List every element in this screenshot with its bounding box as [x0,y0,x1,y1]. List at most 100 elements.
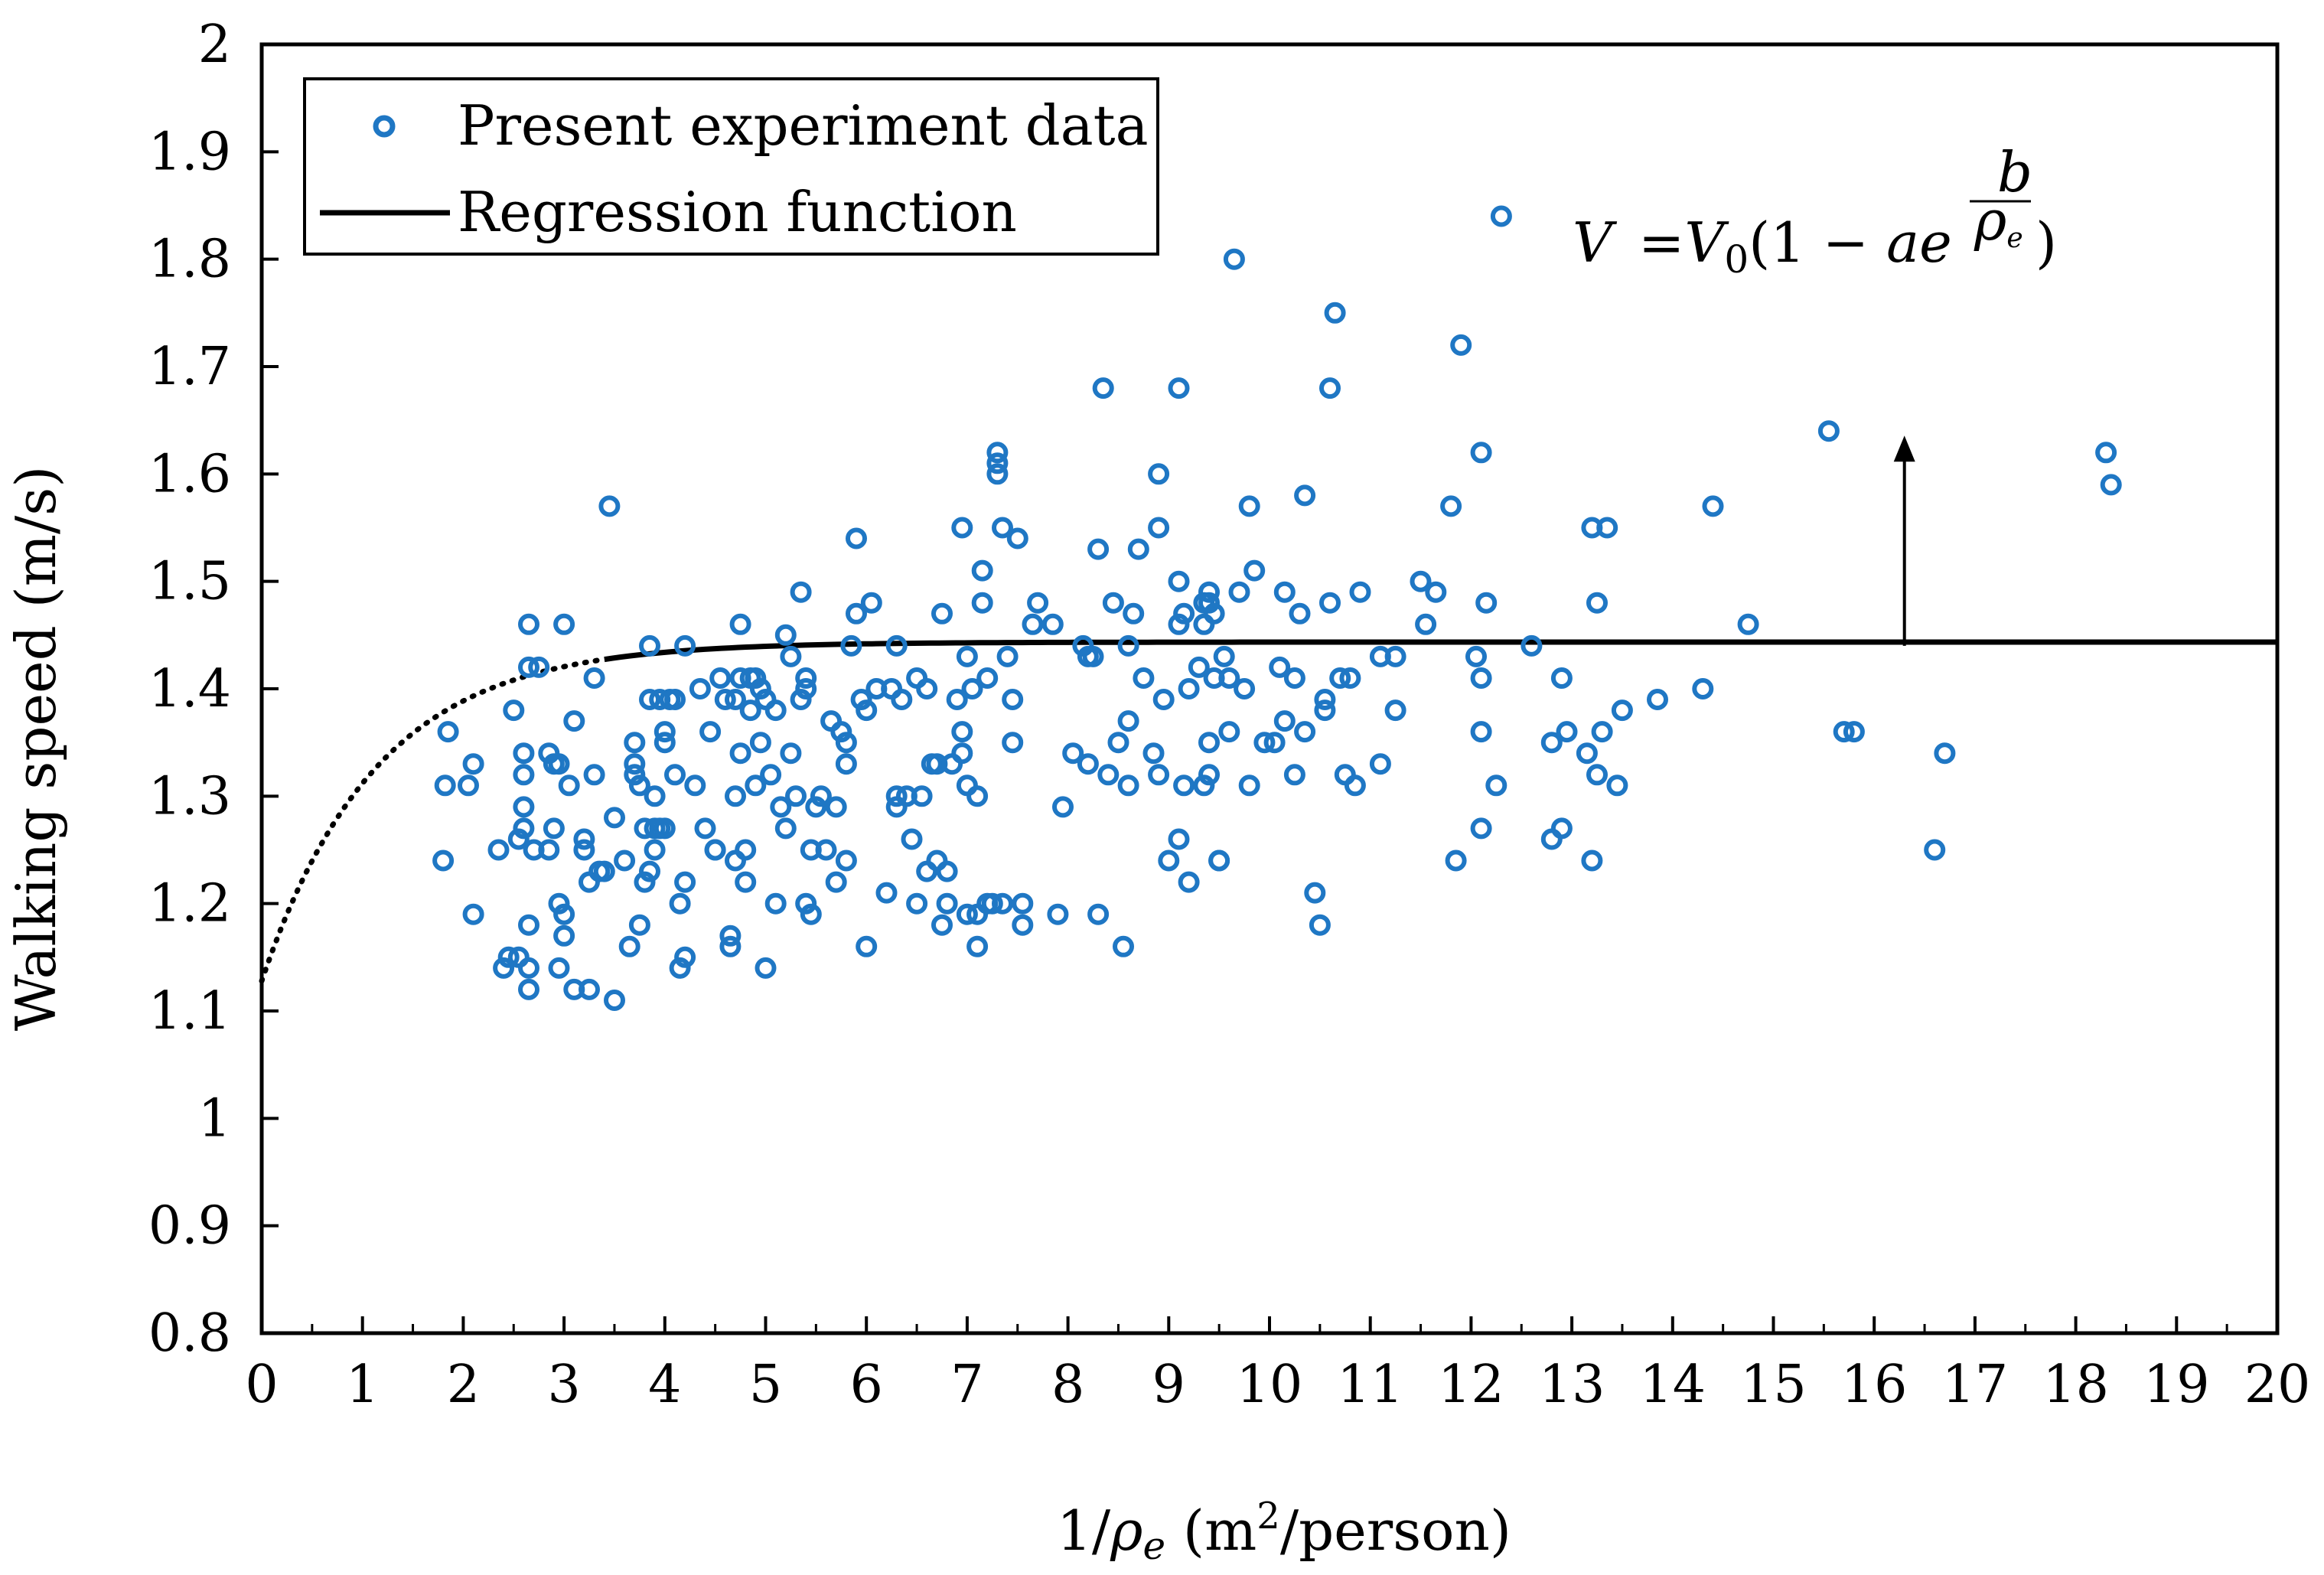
data-point [976,667,999,689]
x-tick-label: 11 [1337,1355,1403,1415]
data-point [1198,581,1220,603]
data-point [719,924,742,947]
data-point [1349,581,1371,603]
data-point [1208,849,1230,872]
data-point [840,634,862,657]
x-tick-label: 14 [1640,1355,1706,1415]
data-point [669,957,691,979]
eq-e: e [1919,210,1952,275]
x-title-sub: e [1142,1524,1165,1568]
data-point [946,689,968,710]
data-point [1581,849,1603,872]
data-point [1450,334,1472,356]
data-point [507,828,530,850]
data-point [437,721,459,743]
data-point [1344,774,1366,797]
data-point [1273,581,1296,603]
data-point [1238,774,1260,797]
data-point [931,914,953,936]
data-point [654,721,676,743]
data-point [986,463,1009,485]
data-point [901,828,923,850]
x-tick-label: 1 [346,1355,379,1415]
data-point [1022,613,1044,635]
data-point [1012,892,1034,915]
data-point [830,721,852,743]
data-point [1606,774,1628,797]
data-point [1289,602,1311,624]
data-point [593,860,615,882]
data-point [1440,495,1462,517]
data-point [805,796,827,818]
data-point [538,839,560,861]
y-tick-label: 1 [198,1088,231,1149]
data-point [1843,721,1865,743]
data-point [674,634,696,657]
data-point [1702,495,1724,517]
x-tick-label: 20 [2244,1355,2311,1415]
y-tick-label: 1.2 [148,874,231,934]
x-tick-label: 3 [547,1355,580,1415]
y-tick-label: 1.9 [148,122,231,182]
data-point [774,817,797,840]
data-point [1283,667,1305,689]
data-point [996,645,1019,667]
data-point [1148,463,1170,485]
legend: Present experiment data Regression funct… [303,77,1159,256]
axis-ticks: 0 1 2 3 4 5 6 7 8 9 10 11 12 13 14 15 16 17 18 19 200.80.911… [148,15,2310,1415]
data-point [1269,656,1291,678]
data-point [992,517,1013,539]
data-point [548,753,570,775]
x-title-unit-open: (m [1165,1498,1257,1563]
data-point [780,742,802,765]
data-point [1006,527,1028,549]
data-point [1123,602,1145,624]
data-point [583,764,605,786]
eq-den-rho: ρ [1974,188,2006,253]
data-point [785,785,807,807]
data-point [573,828,595,850]
data-point [1213,645,1235,667]
regression-group [259,639,2277,984]
data-point [1369,753,1391,775]
x-tick-label: 12 [1438,1355,1504,1415]
data-point [860,592,882,614]
data-point [800,903,822,925]
y-tick-label: 2 [198,15,231,75]
data-point [1203,602,1225,624]
data-point [1309,914,1331,936]
data-point [563,710,585,732]
data-point [1692,678,1714,699]
data-point [1329,667,1351,689]
data-point [846,527,867,549]
data-point [518,656,539,678]
data-point [503,699,525,722]
data-point [543,817,565,840]
data-point [911,785,933,807]
data-point [795,892,817,915]
data-point [518,957,539,979]
data-point [1228,581,1250,603]
x-axis-title: 1/ρe (m2/person) [1057,1495,1511,1568]
data-point [553,903,575,925]
legend-box [303,77,1159,256]
data-point [1445,849,1467,872]
data-point [1012,914,1034,936]
data-point [1924,839,1946,861]
data-point [891,689,913,710]
data-point [639,634,660,657]
data-point [497,946,520,968]
data-point [1410,570,1432,592]
data-point [654,817,676,840]
data-point [749,732,771,754]
data-point [639,689,660,710]
data-point [825,871,847,893]
data-point [1168,570,1190,592]
data-point [1470,817,1492,840]
data-point [1173,602,1195,624]
data-point [790,689,812,710]
data-point [770,796,792,818]
data-point [462,753,484,775]
data-point [760,764,782,786]
eq-exponent-numerator: b [1997,140,2032,204]
